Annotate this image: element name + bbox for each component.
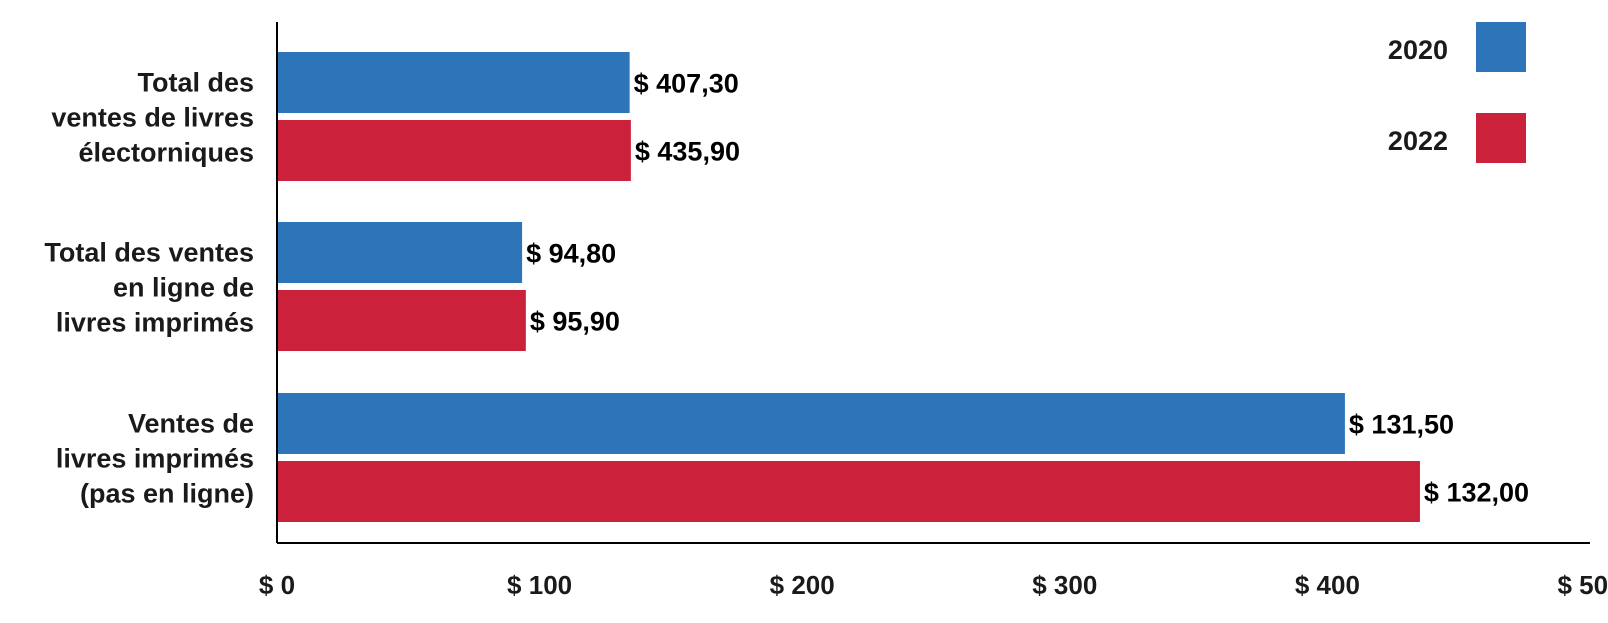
x-tick-label-5: $ 400 bbox=[1295, 570, 1360, 600]
bar-2020-cat-1 bbox=[277, 52, 630, 113]
x-tick-labels: $ 0 $ 100 $ 200 $ 300 $ 400 $ 500 bbox=[259, 570, 1608, 600]
data-labels: $ 407,30 $ 435,90 $ 94,80 $ 95,90 $ 131,50 $ … bbox=[526, 69, 1529, 508]
legend-swatch-2022 bbox=[1476, 113, 1526, 163]
category-label-1-line-1: Total des bbox=[137, 68, 254, 98]
category-label-1-line-2: ventes de livres bbox=[51, 103, 254, 133]
legend: 2020 2022 bbox=[1388, 22, 1526, 163]
legend-label-2022: 2022 bbox=[1388, 126, 1448, 156]
category-label-3-line-3: (pas en ligne) bbox=[80, 479, 254, 509]
x-tick-label-6: $ 500 bbox=[1557, 570, 1608, 600]
category-label-2-line-2: en ligne de bbox=[113, 273, 254, 303]
category-label-2-line-3: livres imprimés bbox=[56, 308, 254, 338]
x-tick-label-1: $ 0 bbox=[259, 570, 295, 600]
category-label-2-line-1: Total des ventes bbox=[44, 238, 254, 268]
x-tick-label-4: $ 300 bbox=[1032, 570, 1097, 600]
data-label-2020-cat-3: $ 131,50 bbox=[1349, 410, 1454, 440]
category-label-1-line-3: électorniques bbox=[78, 138, 254, 168]
bar-2022-cat-2 bbox=[277, 290, 526, 351]
bar-2022-cat-1 bbox=[277, 120, 631, 181]
bar-2022-cat-3 bbox=[277, 461, 1420, 522]
axes bbox=[276, 22, 1590, 544]
bars bbox=[277, 52, 1420, 522]
data-label-2022-cat-2: $ 95,90 bbox=[530, 307, 620, 337]
category-label-3-line-1: Ventes de bbox=[128, 409, 254, 439]
x-tick-label-3: $ 200 bbox=[770, 570, 835, 600]
data-label-2020-cat-1: $ 407,30 bbox=[634, 69, 739, 99]
data-label-2022-cat-3: $ 132,00 bbox=[1424, 478, 1529, 508]
legend-label-2020: 2020 bbox=[1388, 35, 1448, 65]
category-labels: Total des ventes de livres électorniques To… bbox=[44, 68, 254, 509]
category-label-3-line-2: livres imprimés bbox=[56, 444, 254, 474]
data-label-2022-cat-1: $ 435,90 bbox=[635, 137, 740, 167]
x-tick-label-2: $ 100 bbox=[507, 570, 572, 600]
legend-swatch-2020 bbox=[1476, 22, 1526, 72]
data-label-2020-cat-2: $ 94,80 bbox=[526, 239, 616, 269]
bar-2020-cat-2 bbox=[277, 222, 523, 283]
bar-2020-cat-3 bbox=[277, 393, 1345, 454]
